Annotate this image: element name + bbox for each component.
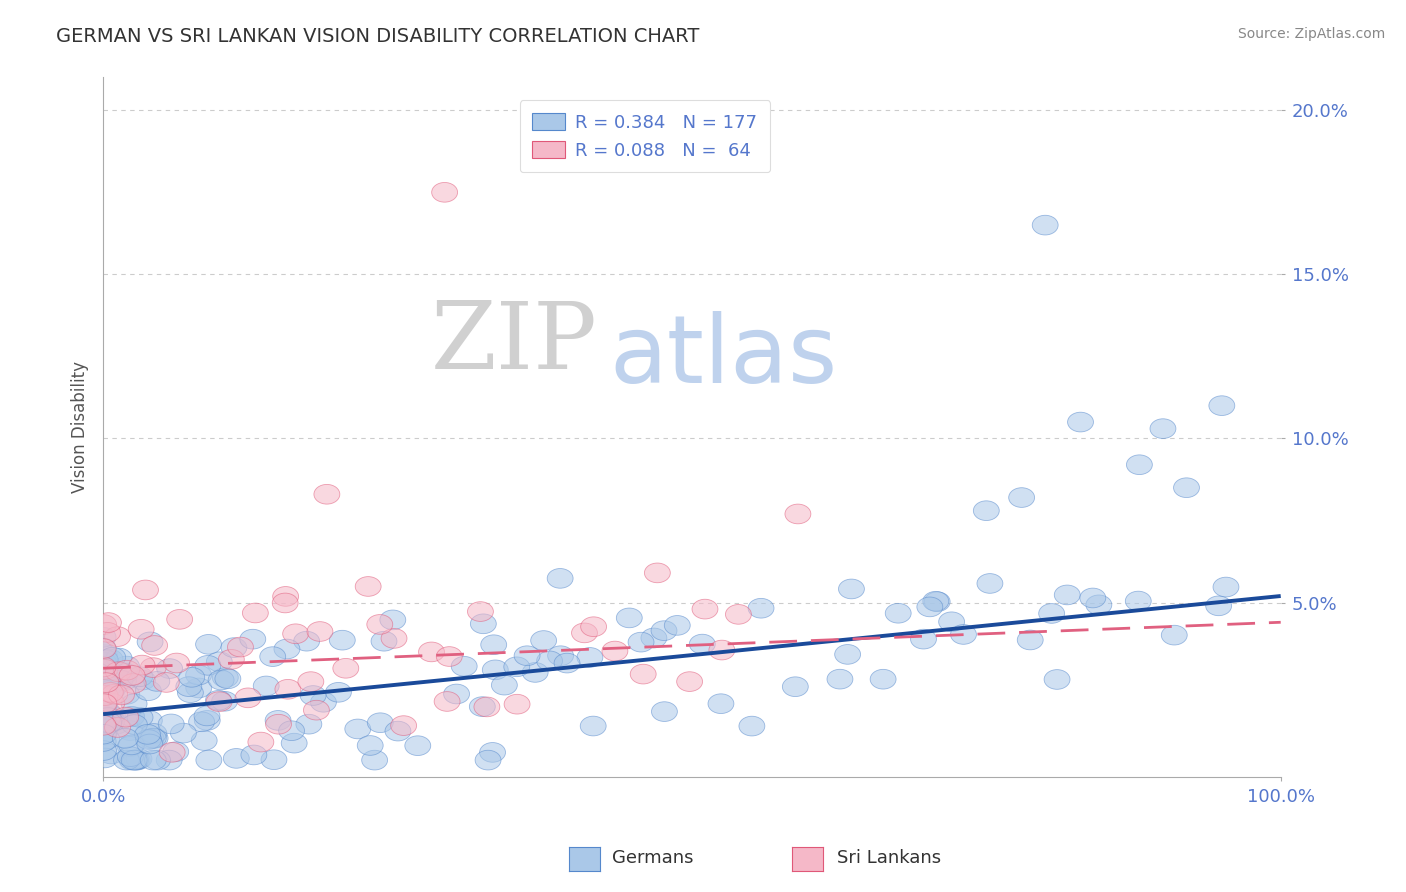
Legend: R = 0.384   N = 177, R = 0.088   N =  64: R = 0.384 N = 177, R = 0.088 N = 64 bbox=[519, 101, 770, 172]
Text: Sri Lankans: Sri Lankans bbox=[837, 849, 941, 867]
Text: atlas: atlas bbox=[609, 311, 838, 403]
Text: GERMAN VS SRI LANKAN VISION DISABILITY CORRELATION CHART: GERMAN VS SRI LANKAN VISION DISABILITY C… bbox=[56, 27, 700, 45]
Text: Germans: Germans bbox=[612, 849, 693, 867]
Text: ZIP: ZIP bbox=[432, 298, 598, 388]
Y-axis label: Vision Disability: Vision Disability bbox=[72, 361, 89, 493]
Text: Source: ZipAtlas.com: Source: ZipAtlas.com bbox=[1237, 27, 1385, 41]
